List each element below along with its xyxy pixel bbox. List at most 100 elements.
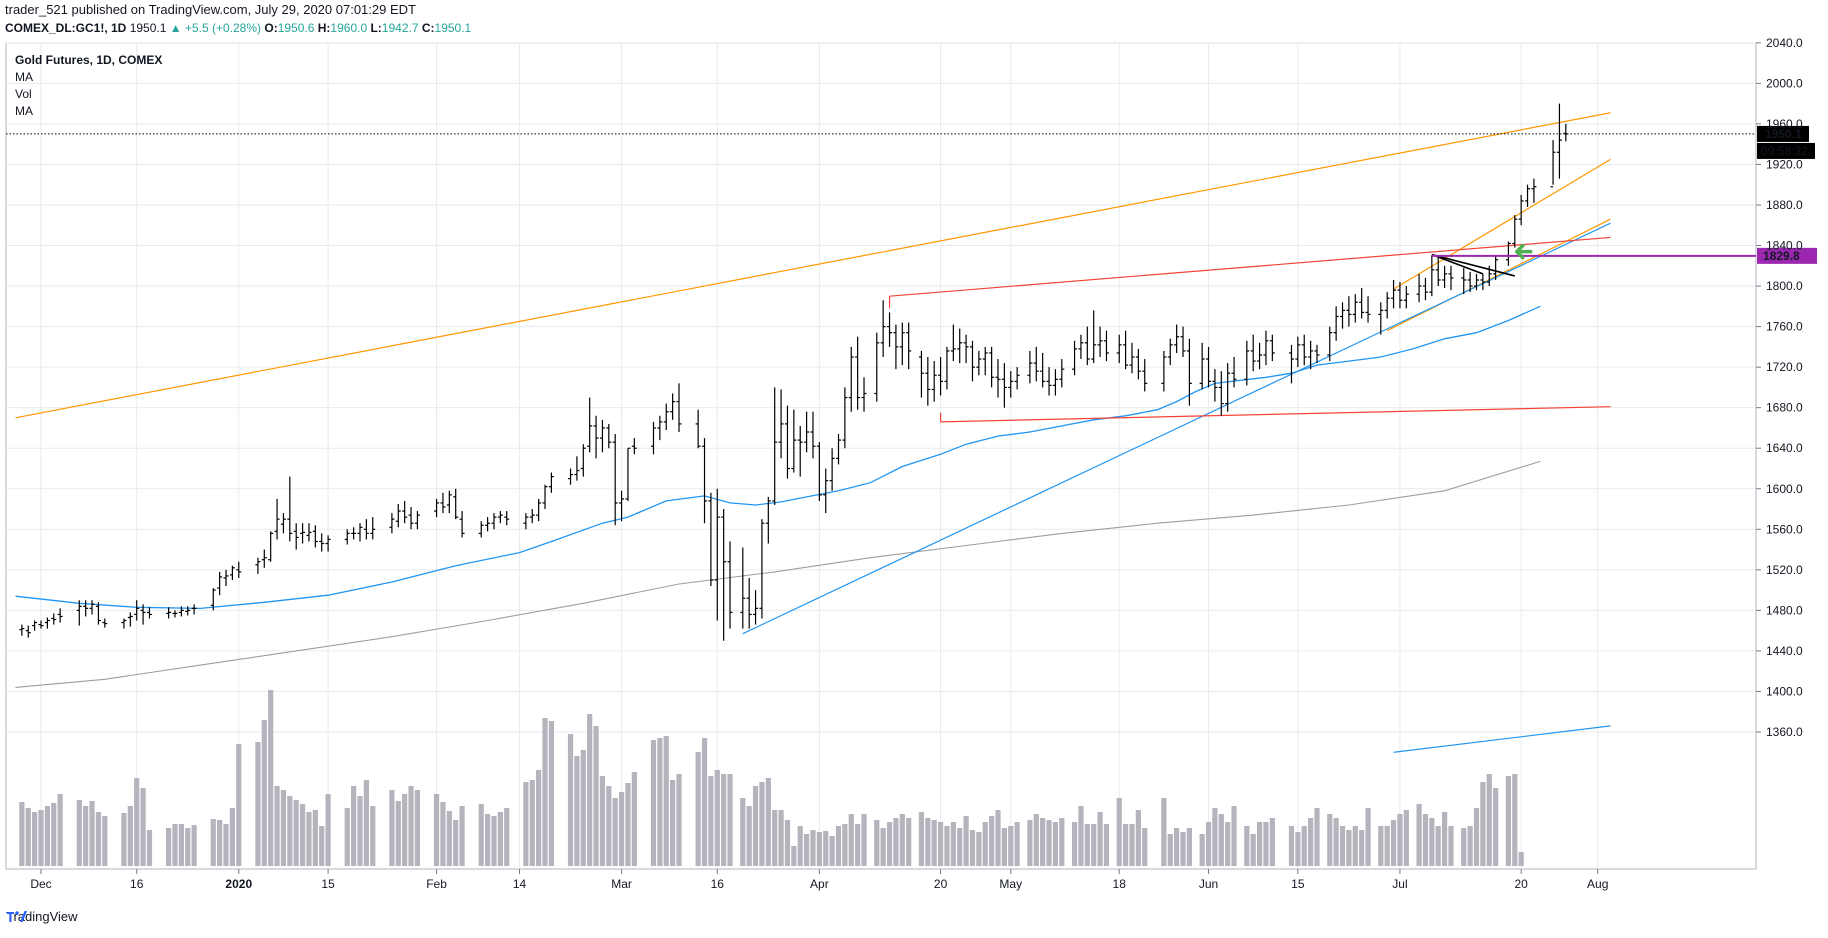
change-value: ▲ +5.5 (+0.28%): [169, 21, 262, 35]
open-label: O:: [264, 21, 278, 35]
tradingview-logo-icon: [7, 911, 27, 922]
ohlc-bar: [1167, 338, 1173, 366]
volume-bar: [1218, 814, 1224, 866]
volume-bar: [504, 808, 510, 866]
price-tick-label: 1880.0: [1766, 198, 1803, 212]
ohlc-bar: [38, 620, 44, 629]
ohlc-bar: [1078, 334, 1084, 360]
volume-bar: [1084, 824, 1090, 866]
footer-brand[interactable]: TradingView: [6, 909, 78, 924]
volume-bar: [236, 744, 242, 866]
volume-bar: [931, 820, 937, 866]
last-price-tag: [1757, 125, 1809, 142]
volume-bar: [229, 808, 235, 866]
time-tick-label: Dec: [30, 877, 51, 891]
ohlc-bar: [1365, 296, 1371, 323]
ohlc-bar: [631, 438, 637, 455]
ohlc-bar: [504, 511, 510, 526]
volume-bar: [842, 824, 848, 866]
volume-bar: [1390, 820, 1397, 866]
price-tick-label: 1920.0: [1766, 157, 1803, 171]
volume-bar: [612, 798, 618, 866]
symbol-ohlc-line: COMEX_DL:GC1!, 1D 1950.1 ▲ +5.5 (+0.28%)…: [5, 21, 471, 35]
volume-bar: [536, 770, 542, 866]
countdown-tag: [1757, 142, 1815, 159]
ohlc-bar: [931, 361, 937, 402]
volume-bar: [701, 738, 708, 866]
ohlc-bar: [746, 577, 752, 629]
ohlc-bar: [899, 322, 905, 366]
volume-bar: [402, 794, 408, 866]
ohlc-bar: [810, 411, 816, 459]
ohlc-bar: [191, 604, 197, 615]
time-tick-label: 2020: [225, 877, 252, 891]
volume-bar: [255, 742, 261, 866]
ohlc-bar: [121, 618, 127, 629]
legend-ma-2: MA: [15, 104, 33, 118]
volume-bar: [146, 830, 153, 866]
trendlines[interactable]: [15, 112, 1611, 635]
ohlc-bar: [1403, 286, 1409, 309]
time-tick-label: 15: [321, 877, 335, 891]
ohlc-bar: [1135, 348, 1141, 380]
ohlc-bar: [950, 324, 956, 362]
volume-bar: [1174, 828, 1180, 866]
volume-bar: [261, 720, 267, 866]
ohlc-bar: [1416, 273, 1422, 303]
time-tick-label: 15: [1291, 877, 1305, 891]
ohlc-bar: [1180, 326, 1186, 358]
volume-bar: [740, 798, 746, 866]
ohlc-bar: [1378, 302, 1384, 335]
ohlc-bar: [95, 602, 101, 625]
volume-bar: [440, 802, 446, 866]
ohlc-bar: [1461, 267, 1467, 295]
support-level-tag: [1757, 247, 1817, 264]
volume-bar: [1091, 824, 1097, 866]
ohlc-bar: [925, 357, 931, 406]
ohlc-bar: [1301, 334, 1307, 366]
ohlc-bar: [995, 359, 1001, 398]
volume-bar: [1359, 830, 1365, 866]
volume-bar: [944, 826, 950, 866]
ohlc-bar: [280, 513, 286, 534]
ohlc-bar: [1295, 336, 1301, 368]
ohlc-bar: [497, 511, 503, 524]
time-axis[interactable]: Dec 16 2020 15 Feb 14 Mar 16 Apr 20 May 18 Jun 15 Jul 2…: [30, 869, 1608, 891]
price-tick-label: 1360.0: [1766, 725, 1803, 739]
volume-bar: [1244, 826, 1250, 866]
ohlc-bar: [293, 523, 299, 550]
ohlc-bar: [408, 507, 414, 530]
close-label: C:: [421, 21, 435, 35]
volume-bar: [606, 786, 612, 866]
ohlc-bar: [1097, 326, 1103, 358]
ohlc-bar: [708, 492, 714, 587]
volume-bar: [178, 824, 184, 866]
trendline-red-upper: [889, 236, 1611, 297]
ohlc-bar: [319, 533, 325, 552]
price-axis[interactable]: 1360.0 1400.0 1440.0 1480.0 1520.0 1560.0 1600…: [1756, 36, 1803, 739]
price-tick-label: 1640.0: [1766, 441, 1803, 455]
published-text: trader_521 published on TradingView.com,…: [5, 2, 416, 17]
volume-bar: [1333, 818, 1339, 866]
ohlc-bar: [1525, 184, 1531, 208]
ohlc-bar: [982, 346, 988, 376]
volume-bar: [899, 814, 905, 866]
ohlc-bar: [1442, 265, 1448, 289]
ohlc-bar: [625, 447, 631, 501]
ohlc-bar: [1244, 340, 1250, 386]
volume-bar: [778, 810, 784, 866]
moving-averages: [15, 305, 1611, 753]
ohlc-bar: [140, 604, 146, 625]
time-tick-label: Aug: [1587, 877, 1608, 891]
volume-bar: [1205, 822, 1212, 866]
volume-bar: [804, 834, 810, 866]
ohlc-bar: [395, 503, 401, 528]
ohlc-bar: [568, 468, 574, 485]
ohlc-bar: [57, 608, 63, 623]
ohlc-bar: [599, 419, 605, 453]
volume-bars: [19, 690, 1524, 866]
volume-bar: [963, 816, 969, 866]
volume-bar: [784, 820, 791, 866]
ohlc-bar: [842, 387, 848, 449]
